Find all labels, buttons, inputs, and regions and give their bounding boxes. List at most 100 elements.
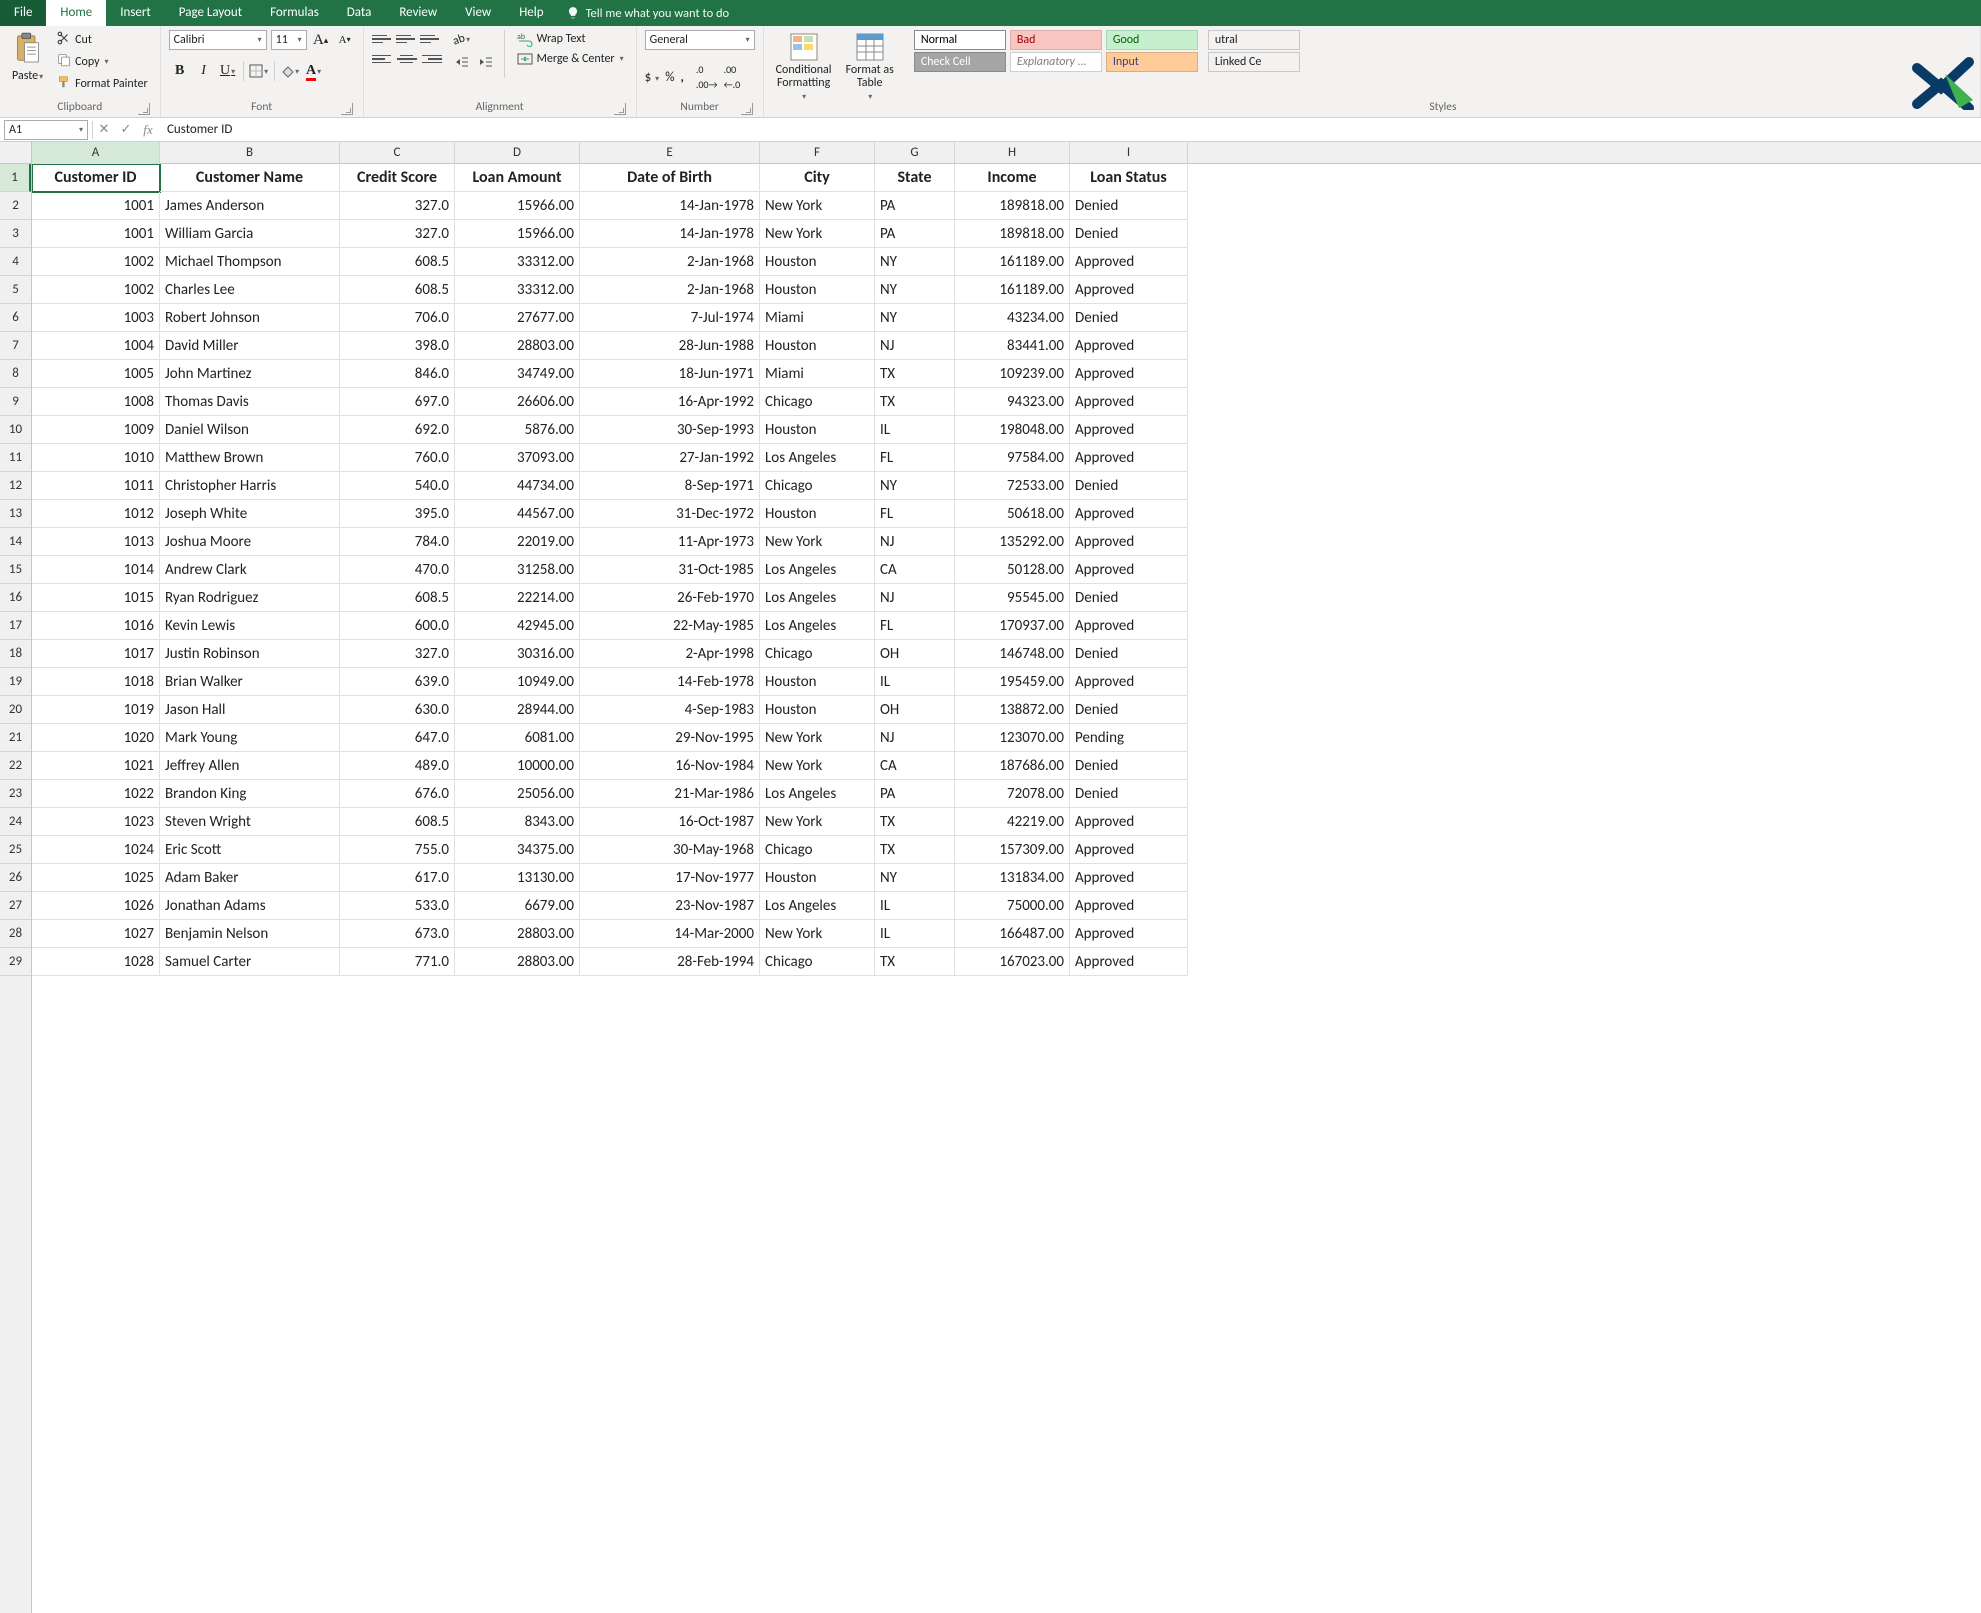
borders-button[interactable]: ▾: [248, 60, 270, 82]
align-right-button[interactable]: [420, 50, 442, 68]
data-cell[interactable]: 760.0: [340, 444, 455, 472]
row-header[interactable]: 10: [0, 416, 31, 444]
data-cell[interactable]: Jeffrey Allen: [160, 752, 340, 780]
data-cell[interactable]: 123070.00: [955, 724, 1070, 752]
data-cell[interactable]: Approved: [1070, 612, 1188, 640]
data-cell[interactable]: 608.5: [340, 584, 455, 612]
data-cell[interactable]: Justin Robinson: [160, 640, 340, 668]
data-cell[interactable]: 1001: [32, 220, 160, 248]
cut-button[interactable]: Cut: [53, 30, 152, 50]
data-cell[interactable]: Denied: [1070, 780, 1188, 808]
data-cell[interactable]: 94323.00: [955, 388, 1070, 416]
data-cell[interactable]: NJ: [875, 528, 955, 556]
data-cell[interactable]: 44567.00: [455, 500, 580, 528]
select-all-corner[interactable]: [0, 142, 32, 164]
underline-button[interactable]: U▾: [217, 60, 239, 82]
data-cell[interactable]: New York: [760, 752, 875, 780]
data-cell[interactable]: 187686.00: [955, 752, 1070, 780]
data-cell[interactable]: 75000.00: [955, 892, 1070, 920]
data-cell[interactable]: 755.0: [340, 836, 455, 864]
row-header[interactable]: 22: [0, 752, 31, 780]
data-cell[interactable]: 1009: [32, 416, 160, 444]
header-cell[interactable]: Loan Amount: [455, 164, 580, 192]
font-size-select[interactable]: 11▾: [271, 30, 307, 50]
name-box[interactable]: A1▾: [4, 120, 88, 140]
data-cell[interactable]: 608.5: [340, 276, 455, 304]
data-cell[interactable]: Los Angeles: [760, 780, 875, 808]
data-cell[interactable]: John Martinez: [160, 360, 340, 388]
wrap-text-button[interactable]: ab Wrap Text: [513, 30, 628, 48]
data-cell[interactable]: 4-Sep-1983: [580, 696, 760, 724]
data-cell[interactable]: 398.0: [340, 332, 455, 360]
data-cell[interactable]: 26-Feb-1970: [580, 584, 760, 612]
row-header[interactable]: 3: [0, 220, 31, 248]
column-header[interactable]: E: [580, 142, 760, 166]
data-cell[interactable]: Robert Johnson: [160, 304, 340, 332]
data-cell[interactable]: OH: [875, 640, 955, 668]
data-cell[interactable]: Approved: [1070, 500, 1188, 528]
cell-style-extra[interactable]: Linked Ce: [1208, 52, 1300, 72]
format-as-table-button[interactable]: Format as Table▾: [842, 30, 898, 104]
column-header[interactable]: F: [760, 142, 875, 166]
data-cell[interactable]: Approved: [1070, 332, 1188, 360]
row-header[interactable]: 20: [0, 696, 31, 724]
data-cell[interactable]: 1001: [32, 192, 160, 220]
data-cell[interactable]: 617.0: [340, 864, 455, 892]
data-cell[interactable]: Approved: [1070, 920, 1188, 948]
data-cell[interactable]: Eric Scott: [160, 836, 340, 864]
data-cell[interactable]: IL: [875, 920, 955, 948]
data-cell[interactable]: 189818.00: [955, 192, 1070, 220]
data-cell[interactable]: 1014: [32, 556, 160, 584]
data-cell[interactable]: Michael Thompson: [160, 248, 340, 276]
data-cell[interactable]: Approved: [1070, 948, 1188, 976]
data-cell[interactable]: 30-Sep-1993: [580, 416, 760, 444]
data-cell[interactable]: New York: [760, 808, 875, 836]
row-header[interactable]: 7: [0, 332, 31, 360]
data-cell[interactable]: Approved: [1070, 388, 1188, 416]
data-cell[interactable]: 34375.00: [455, 836, 580, 864]
data-cell[interactable]: Christopher Harris: [160, 472, 340, 500]
cells-area[interactable]: Customer IDCustomer NameCredit ScoreLoan…: [32, 164, 1981, 1613]
data-cell[interactable]: Houston: [760, 332, 875, 360]
data-cell[interactable]: 170937.00: [955, 612, 1070, 640]
row-header[interactable]: 18: [0, 640, 31, 668]
cell-style-extra[interactable]: utral: [1208, 30, 1300, 50]
increase-decimal-button[interactable]: .0.00→: [696, 62, 718, 92]
data-cell[interactable]: 14-Feb-1978: [580, 668, 760, 696]
data-cell[interactable]: 28803.00: [455, 332, 580, 360]
data-cell[interactable]: Denied: [1070, 584, 1188, 612]
data-cell[interactable]: Jason Hall: [160, 696, 340, 724]
data-cell[interactable]: James Anderson: [160, 192, 340, 220]
data-cell[interactable]: Mark Young: [160, 724, 340, 752]
data-cell[interactable]: CA: [875, 752, 955, 780]
data-cell[interactable]: 1002: [32, 248, 160, 276]
row-header[interactable]: 29: [0, 948, 31, 976]
data-cell[interactable]: Daniel Wilson: [160, 416, 340, 444]
column-header[interactable]: D: [455, 142, 580, 166]
data-cell[interactable]: 26606.00: [455, 388, 580, 416]
cell-style-explanatory-[interactable]: Explanatory ...: [1010, 52, 1102, 72]
ribbon-tab-view[interactable]: View: [451, 0, 505, 26]
header-cell[interactable]: Income: [955, 164, 1070, 192]
row-header[interactable]: 17: [0, 612, 31, 640]
align-top-button[interactable]: [372, 30, 394, 48]
data-cell[interactable]: IL: [875, 668, 955, 696]
data-cell[interactable]: 1027: [32, 920, 160, 948]
data-cell[interactable]: 1028: [32, 948, 160, 976]
clipboard-dialog-launcher[interactable]: [138, 103, 150, 115]
data-cell[interactable]: Houston: [760, 248, 875, 276]
data-cell[interactable]: NY: [875, 304, 955, 332]
data-cell[interactable]: 540.0: [340, 472, 455, 500]
data-cell[interactable]: 1021: [32, 752, 160, 780]
data-cell[interactable]: NY: [875, 472, 955, 500]
data-cell[interactable]: CA: [875, 556, 955, 584]
data-cell[interactable]: PA: [875, 192, 955, 220]
data-cell[interactable]: Approved: [1070, 808, 1188, 836]
data-cell[interactable]: New York: [760, 528, 875, 556]
data-cell[interactable]: NJ: [875, 724, 955, 752]
data-cell[interactable]: 21-Mar-1986: [580, 780, 760, 808]
data-cell[interactable]: 166487.00: [955, 920, 1070, 948]
align-center-button[interactable]: [396, 50, 418, 68]
data-cell[interactable]: 639.0: [340, 668, 455, 696]
data-cell[interactable]: Los Angeles: [760, 444, 875, 472]
